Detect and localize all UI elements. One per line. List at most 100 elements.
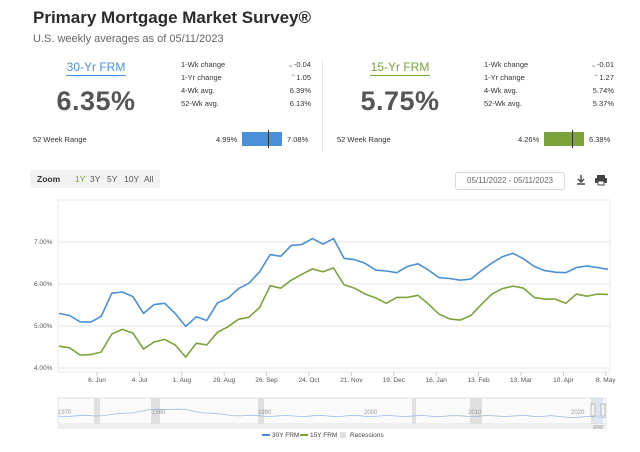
stat-key: 1-Wk change bbox=[181, 60, 226, 69]
rate-value-30yr: 6.35% bbox=[56, 86, 136, 116]
stat-value: 5.37% bbox=[592, 99, 614, 108]
navigator-series bbox=[57, 408, 607, 418]
x-tick-label: 10. Apr bbox=[553, 377, 574, 384]
zoom-group: Zoom 1Y 3Y 5Y 10Y All bbox=[30, 170, 160, 188]
x-tick-label: 24. Oct bbox=[299, 377, 320, 384]
zoom-all-button[interactable]: All bbox=[144, 174, 154, 184]
stat-value: ⌃1.27 bbox=[593, 73, 614, 82]
navigator-handle-left[interactable] bbox=[590, 403, 596, 417]
x-tick-label: 8. May bbox=[596, 377, 616, 384]
zoom-10y-button[interactable]: 10Y bbox=[124, 174, 140, 184]
stat-row: 1-Wk change ⌄-0.01 bbox=[484, 60, 614, 72]
stat-key: 4-Wk avg. bbox=[181, 86, 215, 95]
legend-recessions-swatch bbox=[340, 432, 346, 438]
stat-row: 4-Wk avg. 5.74% bbox=[484, 86, 614, 98]
rate-label-30yr[interactable]: 30-Yr FRM bbox=[66, 60, 126, 74]
x-tick-label: 21. Nov bbox=[340, 377, 363, 384]
navigator-recession-band bbox=[412, 398, 416, 424]
range-low: 4.26% bbox=[518, 135, 540, 144]
stat-key: 1-Wk change bbox=[484, 60, 529, 69]
y-tick-label: 7.00% bbox=[34, 239, 53, 246]
range-30yr: 52 Week Range 4.99% 7.08% bbox=[33, 130, 313, 148]
navigator-recession-band bbox=[470, 398, 482, 424]
navigator-year-label: 2000 bbox=[364, 410, 378, 416]
y-tick-label: 5.00% bbox=[34, 323, 53, 330]
y-tick-label: 4.00% bbox=[34, 365, 53, 372]
stat-key: 52-Wk avg. bbox=[484, 99, 522, 108]
stat-row: 1-Yr change ⌃1.27 bbox=[484, 73, 614, 85]
plot-area bbox=[57, 199, 611, 373]
arrow-down-icon: ⌄ bbox=[590, 60, 597, 69]
arrow-down-icon: ⌄ bbox=[287, 60, 294, 69]
range-bar bbox=[242, 132, 282, 146]
navigator-selection[interactable] bbox=[593, 398, 603, 424]
print-icon[interactable] bbox=[592, 172, 610, 188]
navigator-handle-right[interactable] bbox=[600, 403, 606, 417]
range-current-marker bbox=[572, 130, 574, 148]
stat-value: ⌄-0.01 bbox=[590, 60, 614, 69]
range-low: 4.99% bbox=[216, 135, 238, 144]
navigator-year-label: 1970 bbox=[58, 410, 72, 416]
stat-row: 1-Wk change ⌄-0.04 bbox=[181, 60, 311, 72]
navigator-recession-band bbox=[258, 398, 264, 424]
navigator-scrollbar[interactable] bbox=[58, 425, 606, 429]
range-current-marker bbox=[268, 130, 270, 148]
page-title: Primary Mortgage Market Survey® bbox=[33, 8, 312, 27]
x-tick-label: 13. Feb bbox=[468, 377, 490, 384]
stat-value: 6.13% bbox=[289, 99, 311, 108]
stat-row: 52-Wk avg. 6.13% bbox=[181, 99, 311, 111]
page-subtitle: U.S. weekly averages as of 05/11/2023 bbox=[33, 33, 224, 45]
navigator-recession-band bbox=[151, 398, 160, 424]
x-tick-label: 16. Jan bbox=[426, 377, 448, 384]
range-label: 52 Week Range bbox=[337, 135, 391, 144]
x-tick-label: 19. Dec bbox=[383, 377, 406, 384]
navigator-year-label: 2010 bbox=[468, 410, 482, 416]
navigator[interactable] bbox=[57, 397, 607, 425]
series-line-15y[interactable] bbox=[58, 267, 609, 358]
zoom-label: Zoom bbox=[37, 174, 61, 184]
arrow-up-icon: ⌃ bbox=[290, 73, 297, 82]
range-label: 52 Week Range bbox=[33, 135, 87, 144]
download-icon[interactable] bbox=[572, 172, 590, 188]
navigator-year-label: 1990 bbox=[258, 410, 272, 416]
rate-label-15yr[interactable]: 15-Yr FRM bbox=[370, 60, 430, 74]
card-divider bbox=[322, 60, 323, 152]
zoom-5y-button[interactable]: 5Y bbox=[107, 174, 118, 184]
legend-recessions-label[interactable]: Recessions bbox=[350, 432, 384, 439]
legend-15y-label[interactable]: 15Y FRM bbox=[310, 432, 337, 439]
range-high: 6.38% bbox=[589, 135, 611, 144]
navigator-year-label: 1980 bbox=[152, 410, 166, 416]
rate-value-15yr: 5.75% bbox=[360, 86, 440, 116]
stat-value: 6.39% bbox=[289, 86, 311, 95]
x-tick-label: 13. Mar bbox=[510, 377, 533, 384]
zoom-3y-button[interactable]: 3Y bbox=[90, 174, 101, 184]
stat-row: 52-Wk avg. 5.37% bbox=[484, 99, 614, 111]
series-line-30y[interactable] bbox=[58, 237, 609, 328]
x-tick-label: 4. Jul bbox=[132, 377, 148, 384]
stat-key: 1-Yr change bbox=[181, 73, 222, 82]
stat-value: ⌄-0.04 bbox=[287, 60, 311, 69]
date-range-picker[interactable]: 05/11/2022 - 05/11/2023 bbox=[455, 172, 565, 190]
x-tick-label: 6. Jun bbox=[88, 377, 106, 384]
range-15yr: 52 Week Range 4.26% 6.38% bbox=[337, 130, 617, 148]
stat-value: ⌃1.05 bbox=[290, 73, 311, 82]
stat-key: 1-Yr change bbox=[484, 73, 525, 82]
stat-row: 1-Yr change ⌃1.05 bbox=[181, 73, 311, 85]
legend-30y-label[interactable]: 30Y FRM bbox=[272, 432, 299, 439]
rate-label-underline bbox=[370, 75, 430, 76]
navigator-recession-band bbox=[94, 398, 100, 424]
stat-key: 4-Wk avg. bbox=[484, 86, 518, 95]
zoom-1y-button[interactable]: 1Y bbox=[75, 174, 86, 184]
range-high: 7.08% bbox=[287, 135, 309, 144]
x-tick-label: 29. Aug bbox=[213, 377, 235, 384]
navigator-scrollbar-thumb[interactable] bbox=[593, 425, 603, 429]
navigator-year-label: 2020 bbox=[571, 410, 585, 416]
range-bar bbox=[544, 132, 584, 146]
stat-row: 4-Wk avg. 6.39% bbox=[181, 86, 311, 98]
rate-label-underline bbox=[66, 75, 126, 76]
x-tick-label: 26. Sep bbox=[255, 377, 278, 384]
stat-value: 5.74% bbox=[592, 86, 614, 95]
y-tick-label: 6.00% bbox=[34, 281, 53, 288]
arrow-up-icon: ⌃ bbox=[593, 73, 600, 82]
